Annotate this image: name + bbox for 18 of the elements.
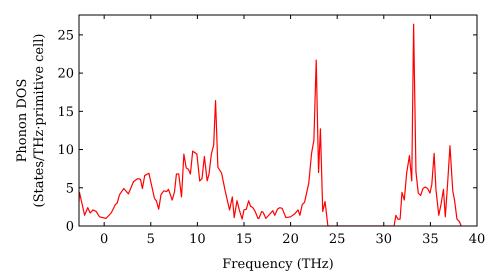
line-series (79, 24, 462, 226)
y-tick-label: 10 (57, 143, 74, 158)
x-tick-label: 25 (328, 232, 346, 247)
x-axis-title: Frequency (THz) (222, 257, 334, 272)
x-tick-label: 20 (282, 232, 299, 247)
x-tick-label: 30 (376, 232, 392, 247)
x-tick-label: 0 (100, 232, 108, 247)
y-tick-label: 0 (66, 220, 74, 235)
x-tick-label: 15 (236, 232, 252, 247)
y-tick-label: 15 (57, 104, 74, 120)
x-tick-label: 5 (146, 232, 155, 247)
y-axis-title: Phonon DOS (States/THz·primitive cell) (15, 33, 47, 208)
x-tick-label: 10 (189, 232, 206, 247)
y-tick-label: 25 (57, 28, 74, 44)
y-tick-label: 5 (66, 181, 74, 196)
x-tick-label: 35 (422, 232, 439, 247)
x-tick-label: 40 (468, 232, 486, 247)
y-tick-label: 20 (57, 66, 74, 82)
